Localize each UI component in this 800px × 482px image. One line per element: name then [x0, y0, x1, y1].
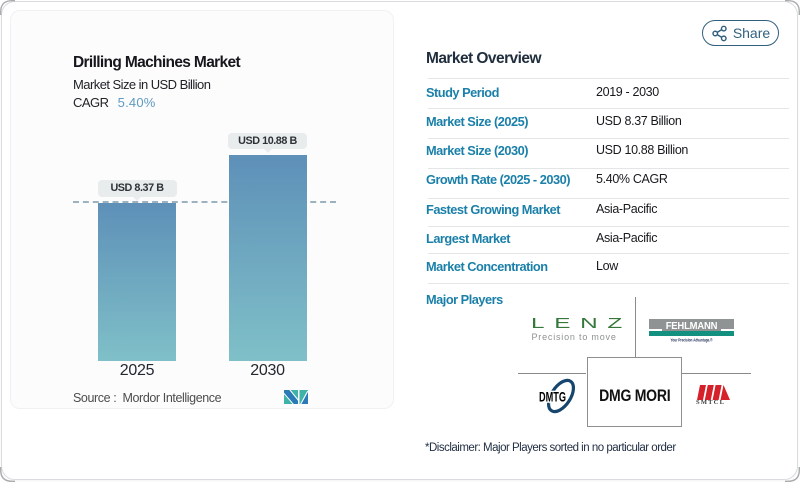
svg-text:DMTG: DMTG [539, 389, 566, 405]
svg-text:Your Precision Advantage.®: Your Precision Advantage.® [671, 338, 714, 343]
